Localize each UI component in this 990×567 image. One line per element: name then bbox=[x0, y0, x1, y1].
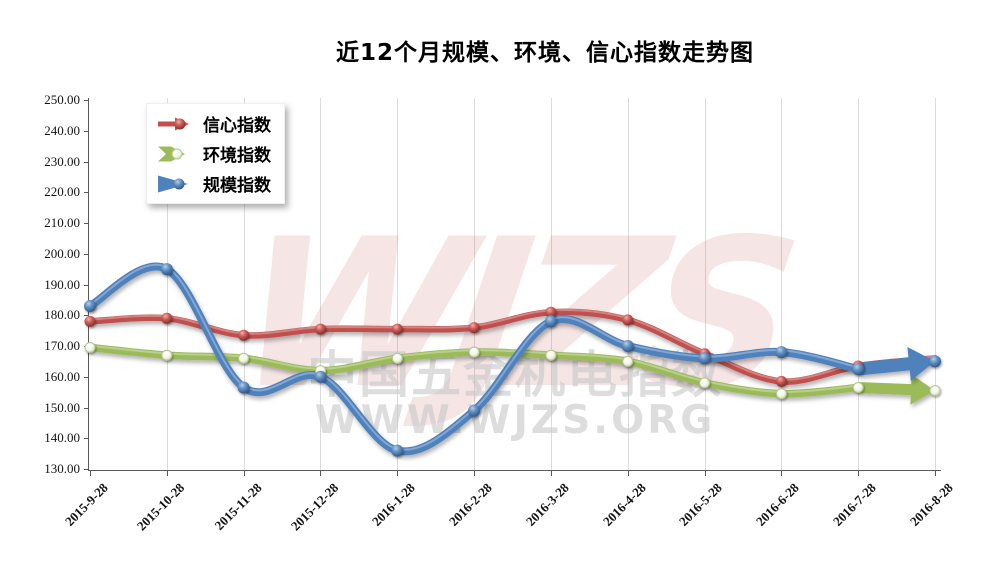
data-point-scale bbox=[621, 340, 634, 352]
data-point-confidence bbox=[84, 315, 96, 327]
series-scale-end-arrow-icon bbox=[857, 347, 935, 381]
y-tick-label: 250.00 bbox=[44, 92, 80, 107]
legend-marker-environment-icon bbox=[158, 146, 185, 161]
y-tick-label: 240.00 bbox=[44, 122, 80, 138]
legend: 信心指数 环境指数 规模指数 bbox=[146, 103, 285, 204]
data-point-confidence bbox=[775, 375, 787, 387]
data-point-scale bbox=[84, 300, 96, 312]
data-point-scale bbox=[929, 355, 941, 368]
data-point-scale bbox=[775, 346, 788, 359]
data-point-scale bbox=[544, 315, 557, 328]
data-point-confidence bbox=[391, 323, 403, 335]
legend-marker-confidence-icon bbox=[158, 117, 189, 130]
series-environment-end-arrow-icon bbox=[858, 374, 935, 405]
data-point-environment bbox=[468, 346, 480, 358]
y-tick-label: 160.00 bbox=[44, 368, 80, 384]
legend-item-environment-index: 环境指数 bbox=[156, 141, 271, 166]
data-point-scale bbox=[391, 444, 404, 457]
data-point-environment bbox=[852, 382, 864, 393]
data-point-confidence bbox=[315, 323, 326, 335]
data-point-environment bbox=[84, 342, 96, 353]
y-tick-label: 230.00 bbox=[44, 153, 80, 169]
y-tick-label: 130.00 bbox=[44, 461, 80, 476]
watermark-group: WJZS 中国五金机电指数 WWW.WJZS.ORG bbox=[225, 195, 801, 443]
data-point-environment bbox=[929, 385, 941, 397]
data-point-environment bbox=[775, 388, 787, 400]
data-point-confidence bbox=[545, 306, 557, 318]
y-tick-label: 150.00 bbox=[44, 399, 80, 415]
watermark-logo: WJZS bbox=[225, 195, 801, 434]
data-point-scale bbox=[314, 370, 327, 383]
data-point-environment bbox=[622, 355, 634, 367]
data-point-confidence bbox=[238, 329, 250, 341]
axes bbox=[84, 98, 941, 476]
legend-marker-scale-icon bbox=[158, 175, 188, 192]
data-point-scale bbox=[698, 352, 711, 365]
legend-label-scale: 规模指数 bbox=[203, 176, 271, 196]
data-point-confidence bbox=[161, 312, 173, 324]
data-point-environment bbox=[545, 349, 557, 361]
legend-item-confidence-index: 信心指数 bbox=[156, 111, 271, 136]
data-point-environment bbox=[391, 352, 403, 364]
y-tick-label: 170.00 bbox=[44, 338, 80, 353]
legend-item-scale-index: 规模指数 bbox=[156, 171, 271, 196]
data-point-environment bbox=[161, 349, 173, 361]
data-point-environment bbox=[699, 377, 710, 389]
y-tick-label: 140.00 bbox=[44, 430, 80, 446]
y-tick-label: 200.00 bbox=[44, 245, 80, 261]
y-tick-label: 210.00 bbox=[44, 215, 80, 230]
data-point-environment bbox=[238, 352, 250, 364]
axis-line bbox=[88, 98, 941, 471]
y-tick-label: 190.00 bbox=[44, 276, 80, 292]
data-point-scale bbox=[852, 363, 865, 376]
legend-label-confidence: 信心指数 bbox=[203, 116, 271, 136]
chart-title: 近12个月规模、环境、信心指数走势图 bbox=[335, 40, 754, 66]
data-point-confidence bbox=[468, 322, 480, 334]
data-point-confidence bbox=[622, 314, 634, 326]
legend-label-environment: 环境指数 bbox=[203, 146, 271, 166]
data-point-scale bbox=[160, 263, 173, 276]
y-tick-label: 220.00 bbox=[44, 184, 80, 200]
data-point-scale bbox=[468, 404, 481, 417]
y-tick-label: 180.00 bbox=[44, 307, 80, 323]
data-point-scale bbox=[237, 381, 250, 394]
data-point-markers bbox=[84, 263, 941, 457]
